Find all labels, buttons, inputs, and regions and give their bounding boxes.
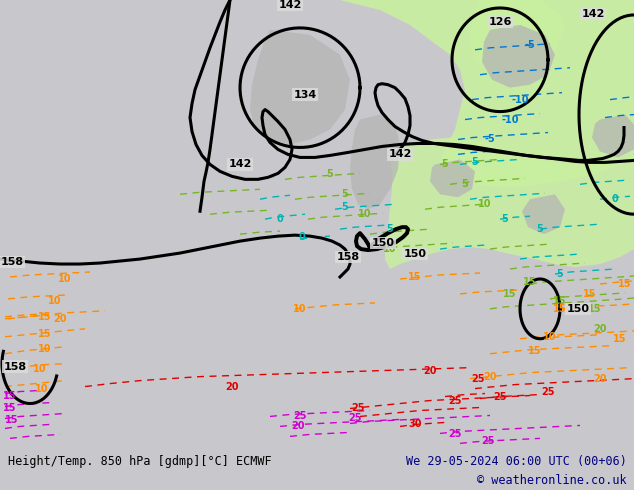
- Text: 5: 5: [501, 214, 508, 224]
- Text: 25: 25: [448, 429, 462, 440]
- Polygon shape: [250, 30, 350, 145]
- Text: 15: 15: [38, 329, 52, 339]
- Text: 126: 126: [488, 17, 512, 27]
- Text: 20: 20: [225, 382, 239, 392]
- Text: 15: 15: [618, 279, 631, 289]
- Text: 5: 5: [472, 157, 479, 168]
- Text: 5: 5: [536, 224, 543, 234]
- Text: 15: 15: [38, 312, 52, 322]
- Text: 5: 5: [557, 269, 564, 279]
- Polygon shape: [350, 115, 400, 209]
- Text: 20: 20: [483, 371, 497, 382]
- Text: 5: 5: [342, 202, 348, 212]
- Text: 20: 20: [593, 324, 607, 334]
- Polygon shape: [385, 138, 634, 269]
- Text: 15: 15: [553, 296, 567, 306]
- Text: 158: 158: [3, 362, 27, 371]
- Text: Height/Temp. 850 hPa [gdmp][°C] ECMWF: Height/Temp. 850 hPa [gdmp][°C] ECMWF: [8, 455, 271, 468]
- Text: 10: 10: [383, 244, 397, 254]
- Text: 10: 10: [358, 209, 372, 219]
- Text: -10: -10: [511, 95, 529, 105]
- Polygon shape: [430, 159, 475, 197]
- Polygon shape: [482, 25, 555, 88]
- Text: 150: 150: [372, 238, 394, 248]
- Text: 5: 5: [327, 170, 333, 179]
- Text: 10: 10: [478, 199, 492, 209]
- Text: 0: 0: [276, 214, 283, 224]
- Text: 15: 15: [5, 416, 19, 425]
- Polygon shape: [522, 194, 565, 234]
- Text: 15: 15: [503, 289, 517, 299]
- Polygon shape: [470, 0, 565, 72]
- Text: 25: 25: [294, 412, 307, 421]
- Text: 15: 15: [583, 289, 597, 299]
- Text: 10: 10: [58, 274, 72, 284]
- Text: 20: 20: [53, 314, 67, 324]
- Text: 5: 5: [387, 224, 393, 234]
- Text: 15: 15: [588, 304, 602, 314]
- Text: -5: -5: [484, 134, 495, 145]
- Text: -5: -5: [524, 40, 535, 50]
- Text: 142: 142: [228, 159, 252, 170]
- Text: 25: 25: [541, 387, 555, 396]
- Text: 142: 142: [581, 9, 605, 19]
- Text: 158: 158: [1, 257, 23, 267]
- Text: 15: 15: [523, 277, 537, 287]
- Text: 150: 150: [567, 304, 590, 314]
- Text: 0: 0: [299, 232, 306, 242]
- Text: 158: 158: [337, 252, 359, 262]
- Text: 20: 20: [291, 421, 305, 431]
- Text: 10: 10: [294, 304, 307, 314]
- Text: 5: 5: [342, 189, 348, 199]
- Text: 25: 25: [348, 414, 362, 423]
- Polygon shape: [592, 115, 634, 157]
- Text: 15: 15: [3, 391, 16, 400]
- Text: 20: 20: [424, 366, 437, 376]
- Text: 25: 25: [471, 373, 485, 384]
- Text: 10: 10: [543, 332, 557, 342]
- Text: 10: 10: [33, 364, 47, 374]
- Text: 0: 0: [612, 194, 618, 204]
- Text: We 29-05-2024 06:00 UTC (00+06): We 29-05-2024 06:00 UTC (00+06): [406, 455, 626, 468]
- Text: 25: 25: [448, 395, 462, 406]
- Text: 25: 25: [493, 392, 507, 401]
- Text: © weatheronline.co.uk: © weatheronline.co.uk: [477, 474, 626, 488]
- Text: 5: 5: [442, 159, 448, 170]
- Polygon shape: [230, 0, 634, 187]
- Text: 15: 15: [408, 272, 422, 282]
- Text: 20: 20: [593, 373, 607, 384]
- Text: 142: 142: [278, 0, 302, 10]
- Text: 15: 15: [613, 334, 627, 344]
- Text: 5: 5: [462, 179, 469, 189]
- Text: 25: 25: [351, 403, 365, 414]
- Text: 15: 15: [3, 403, 16, 414]
- Text: 150: 150: [403, 249, 427, 259]
- Text: 10: 10: [48, 296, 61, 306]
- Text: 134: 134: [294, 90, 316, 99]
- Text: -10: -10: [501, 115, 519, 124]
- Text: 142: 142: [388, 149, 411, 159]
- Text: 30: 30: [408, 419, 422, 429]
- Text: 15: 15: [553, 304, 567, 314]
- Text: 10: 10: [36, 384, 49, 393]
- Text: 25: 25: [481, 437, 495, 446]
- Text: 15: 15: [528, 346, 541, 356]
- Text: 10: 10: [38, 343, 52, 354]
